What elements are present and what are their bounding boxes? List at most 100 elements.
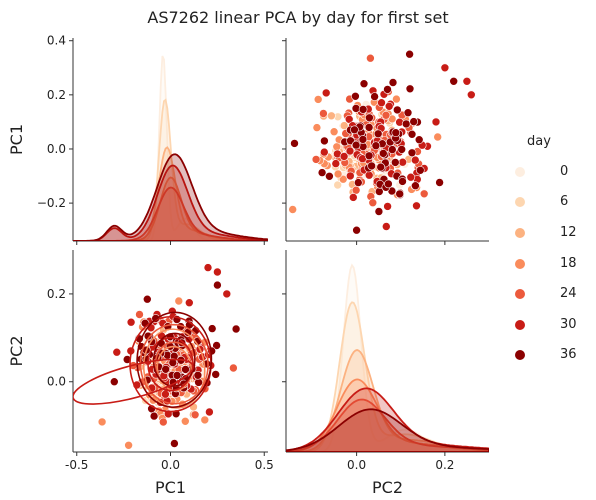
- scatter-point-day-36: [411, 181, 420, 190]
- scatter-point-day-36: [170, 439, 179, 448]
- legend-item-day-30: 30: [510, 317, 590, 333]
- scatter-point-day-36: [358, 135, 368, 144]
- scatter-outlier-day-30: [222, 289, 232, 299]
- legend-title: day: [527, 134, 551, 149]
- scatter-point-day-36: [143, 331, 153, 341]
- legend-label: 18: [560, 256, 577, 271]
- y-tick-label: 0.0: [47, 375, 66, 389]
- scatter-point-day-36: [397, 145, 407, 154]
- scatter-point-day-30: [410, 155, 420, 165]
- scatter-point-day-36: [181, 365, 190, 374]
- scatter-outlier-day-30: [466, 90, 476, 100]
- scatter-point-day-36: [317, 168, 327, 177]
- scatter-point-day-36: [351, 92, 360, 101]
- legend-item-day-24: 24: [510, 286, 590, 302]
- scatter-point-day-30: [161, 389, 170, 399]
- scatter-outlier-day-36: [405, 49, 414, 59]
- scatter-point-day-30: [412, 201, 421, 211]
- scatter-point-day-30: [364, 170, 374, 180]
- scatter-point-day-18: [288, 205, 298, 214]
- scatter-outlier-day-36: [231, 324, 241, 334]
- scatter-point-day-36: [149, 411, 159, 421]
- scatter-point-day-36: [388, 78, 398, 87]
- legend-item-day-6: 6: [510, 194, 590, 210]
- legend-swatch: [515, 289, 525, 299]
- kde-curve-day-30: [286, 387, 489, 452]
- scatter-point-day-36: [172, 371, 182, 380]
- x-tick-label: -0.5: [65, 458, 88, 472]
- scatter-point-day-30: [384, 102, 394, 111]
- scatter-point-day-36: [409, 117, 419, 126]
- scatter-point-day-36: [122, 355, 132, 364]
- scatter-point-day-30: [377, 98, 386, 107]
- scatter-point-day-24: [159, 417, 168, 427]
- scatter-point-day-36: [211, 370, 220, 379]
- pc2-vs-pc1-scatter-panel: [263, 49, 476, 252]
- scatter-point-day-30: [381, 222, 391, 231]
- x-axis-title-pc2: PC2: [372, 478, 403, 497]
- kde-contour-day-36: [152, 332, 196, 387]
- kde-curve-day-0: [73, 55, 268, 241]
- scatter-point-day-36: [435, 178, 444, 187]
- scatter-outlier-day-36: [383, 85, 392, 94]
- scatter-point-day-36: [401, 119, 411, 129]
- scatter-point-day-24: [366, 53, 375, 63]
- scatter-point-day-24: [381, 111, 391, 120]
- scatter-outlier-day-30: [213, 267, 222, 277]
- scatter-point-day-36: [364, 151, 374, 161]
- scatter-point-day-36: [378, 149, 388, 158]
- legend-item-day-36: 36: [510, 347, 590, 363]
- scatter-point-day-36: [398, 177, 407, 186]
- scatter-point-day-24: [229, 363, 238, 373]
- scatter-point-day-36: [390, 158, 400, 167]
- x-tick-label: 0.2: [435, 458, 454, 472]
- scatter-point-day-18: [124, 440, 133, 450]
- axes-layer: [69, 38, 489, 456]
- scatter-point-day-36: [212, 341, 221, 350]
- legend-swatch: [515, 259, 525, 269]
- scatter-point-day-36: [391, 128, 401, 137]
- scatter-point-day-18: [392, 94, 401, 104]
- scatter-point-day-24: [419, 189, 429, 199]
- scatter-point-day-36: [351, 104, 361, 113]
- scatter-outlier-day-36: [352, 225, 361, 235]
- scatter-point-day-30: [406, 172, 416, 182]
- scatter-outlier-day-30: [185, 298, 194, 308]
- scatter-point-day-30: [263, 152, 271, 160]
- scatter-outlier-day-36: [213, 280, 222, 290]
- figure-title: AS7262 linear PCA by day for first set: [147, 8, 449, 27]
- kde-contour-day-30: [73, 358, 194, 405]
- y-tick-label: 0.0: [47, 142, 66, 156]
- pc1-vs-pc2-kde-scatter-panel: [73, 263, 241, 450]
- scatter-point-day-36: [207, 324, 217, 333]
- scatter-outlier-day-36: [110, 377, 119, 387]
- scatter-point-day-18: [312, 244, 320, 252]
- scatter-point-day-36: [395, 189, 405, 199]
- x-tick-label: 0.5: [255, 458, 274, 472]
- scatter-point-day-30: [383, 202, 392, 211]
- scatter-point-day-30: [112, 347, 122, 357]
- kde-curve-day-36: [73, 153, 268, 241]
- legend-swatch: [515, 197, 525, 207]
- scatter-point-day-36: [168, 358, 178, 367]
- scatter-point-day-36: [370, 92, 379, 101]
- scatter-point-day-36: [392, 105, 402, 115]
- scatter-point-day-36: [359, 79, 369, 88]
- scatter-point-day-30: [348, 193, 358, 202]
- scatter-point-day-12: [327, 111, 336, 121]
- scatter-point-day-18: [97, 417, 107, 427]
- legend-item-day-18: 18: [510, 256, 590, 272]
- y-tick-label: 0.4: [47, 34, 66, 48]
- legend-label: 24: [560, 286, 577, 301]
- y-tick-label: 0.2: [47, 88, 66, 102]
- scatter-point-day-18: [200, 415, 210, 425]
- legend-swatch: [515, 350, 525, 360]
- scatter-point-day-30: [345, 146, 355, 156]
- scatter-point-day-36: [320, 136, 329, 146]
- scatter-point-day-36: [290, 139, 299, 148]
- y-tick-label: 0.2: [47, 287, 66, 301]
- scatter-point-day-36: [350, 125, 359, 135]
- scatter-point-day-30: [205, 407, 214, 417]
